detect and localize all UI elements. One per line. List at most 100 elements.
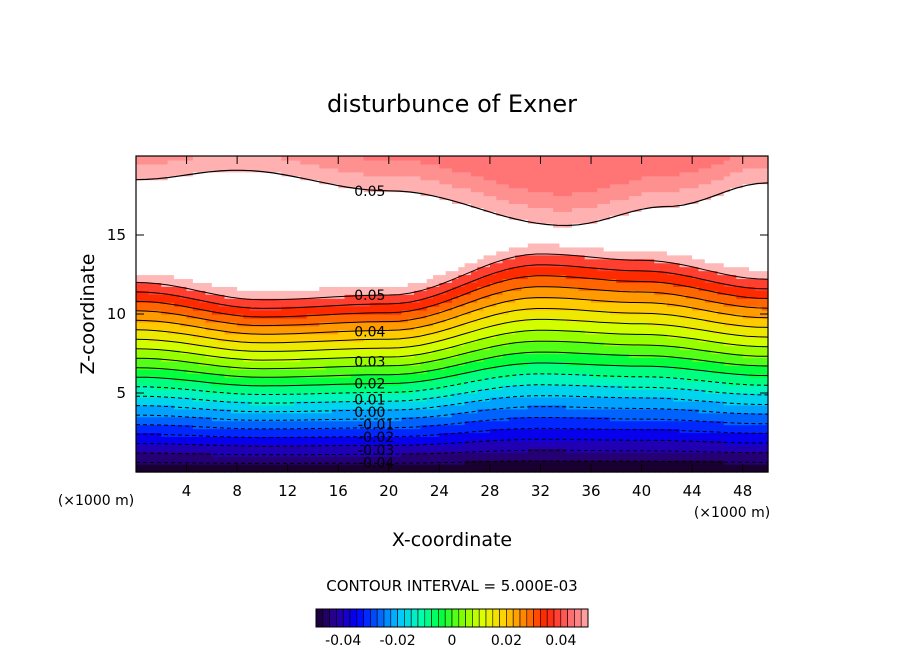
heatmap-cell: [218, 420, 226, 426]
heatmap-cell: [249, 448, 257, 453]
heatmap-cell: [357, 310, 365, 315]
heatmap-cell: [136, 199, 143, 204]
heatmap-cell: [420, 393, 428, 398]
heatmap-cell: [148, 254, 156, 260]
heatmap-cell: [439, 440, 447, 445]
heatmap-cell: [186, 298, 194, 303]
heatmap-cell: [407, 444, 415, 449]
heatmap-cell: [192, 365, 200, 370]
heatmap-cell: [331, 254, 339, 260]
heatmap-cell: [376, 361, 384, 366]
heatmap-cell: [445, 235, 453, 240]
heatmap-cell: [521, 385, 529, 390]
heatmap-cell: [192, 448, 200, 453]
heatmap-cell: [205, 440, 213, 445]
heatmap-cell: [161, 235, 169, 240]
heatmap-cell: [180, 317, 188, 323]
heatmap-cell: [433, 396, 440, 402]
heatmap-cell: [458, 412, 466, 418]
heatmap-cell: [319, 223, 327, 228]
heatmap-cell: [407, 357, 415, 362]
heatmap-cell: [256, 456, 263, 461]
heatmap-cell: [508, 187, 516, 193]
heatmap-cell: [458, 349, 466, 355]
heatmap-cell: [300, 440, 308, 445]
heatmap-cell: [136, 310, 143, 315]
heatmap-cell: [211, 385, 219, 390]
heatmap-cell: [458, 211, 466, 216]
heatmap-cell: [180, 266, 188, 272]
heatmap-cell: [363, 468, 371, 473]
heatmap-cell: [407, 369, 415, 374]
heatmap-cell: [521, 412, 529, 418]
heatmap-cell: [452, 159, 459, 165]
heatmap-cell: [161, 452, 169, 457]
heatmap-cell: [230, 250, 238, 256]
heatmap-cell: [199, 278, 207, 283]
heatmap-cell: [426, 400, 434, 406]
heatmap-cell: [426, 254, 434, 260]
heatmap-cell: [300, 404, 308, 410]
heatmap-cell: [319, 428, 327, 434]
heatmap-cell: [249, 179, 257, 185]
heatmap-cell: [167, 207, 175, 212]
heatmap-cell: [306, 242, 314, 248]
heatmap-cell: [180, 294, 188, 299]
heatmap-cell: [483, 412, 491, 418]
heatmap-cell: [224, 270, 232, 276]
heatmap-cell: [331, 440, 339, 445]
heatmap-cell: [180, 428, 188, 434]
heatmap-cell: [382, 282, 390, 287]
heatmap-cell: [502, 404, 510, 410]
heatmap-cell: [237, 278, 245, 283]
heatmap-cell: [173, 262, 181, 268]
heatmap-cell: [395, 179, 403, 185]
heatmap-cell: [363, 235, 371, 240]
heatmap-cell: [477, 393, 485, 398]
heatmap-cell: [344, 242, 352, 248]
heatmap-cell: [180, 361, 188, 366]
heatmap-cell: [489, 444, 497, 449]
heatmap-cell: [433, 456, 440, 461]
heatmap-cell: [161, 440, 169, 445]
heatmap-cell: [414, 436, 421, 441]
heatmap-cell: [388, 211, 396, 216]
heatmap-cell: [369, 262, 377, 268]
heatmap-cell: [452, 432, 459, 438]
heatmap-cell: [376, 187, 384, 193]
heatmap-cell: [464, 377, 472, 382]
heatmap-cell: [154, 183, 162, 189]
heatmap-cell: [331, 278, 339, 283]
heatmap-cell: [414, 393, 421, 398]
heatmap-cell: [470, 460, 478, 465]
heatmap-cell: [414, 175, 421, 181]
heatmap-cell: [496, 357, 504, 362]
heatmap-cell: [154, 266, 162, 272]
heatmap-cell: [237, 393, 245, 398]
heatmap-cell: [262, 432, 270, 438]
heatmap-cell: [414, 428, 421, 434]
heatmap-cell: [350, 460, 358, 465]
heatmap-cell: [249, 408, 257, 414]
heatmap-cell: [262, 294, 270, 299]
heatmap-cell: [268, 219, 276, 224]
heatmap-cell: [306, 183, 314, 189]
heatmap-cell: [230, 440, 238, 445]
heatmap-cell: [357, 270, 365, 276]
heatmap-cell: [312, 452, 320, 457]
heatmap-cell: [508, 215, 516, 220]
heatmap-cell: [338, 306, 346, 311]
heatmap-cell: [294, 389, 301, 394]
heatmap-cell: [502, 286, 510, 291]
heatmap-cell: [180, 274, 188, 280]
heatmap-cell: [376, 353, 384, 359]
heatmap-cell: [445, 199, 453, 204]
heatmap-cell: [496, 420, 504, 426]
heatmap-cell: [268, 278, 276, 283]
heatmap-cell: [439, 211, 447, 216]
heatmap-cell: [199, 345, 207, 351]
heatmap-cell: [306, 171, 314, 177]
heatmap-cell: [312, 416, 320, 422]
heatmap-cell: [275, 290, 282, 295]
heatmap-cell: [464, 361, 472, 366]
